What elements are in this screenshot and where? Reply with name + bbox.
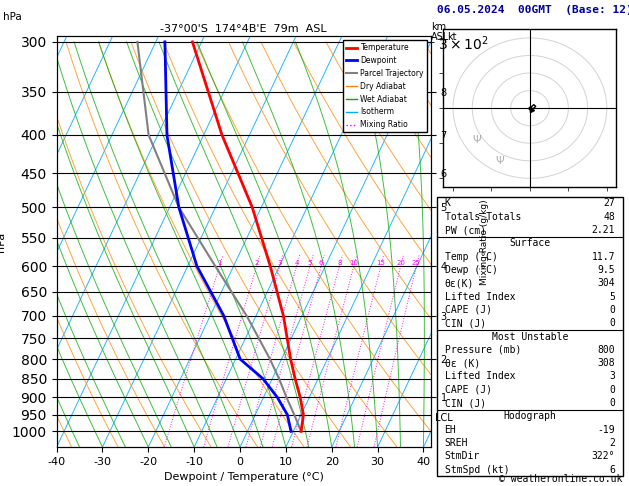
Text: © weatheronline.co.uk: © weatheronline.co.uk <box>499 473 623 484</box>
Text: 27: 27 <box>604 198 615 208</box>
Text: 304: 304 <box>598 278 615 288</box>
Text: Lifted Index: Lifted Index <box>445 371 515 382</box>
X-axis label: Dewpoint / Temperature (°C): Dewpoint / Temperature (°C) <box>164 472 324 483</box>
Text: θε (K): θε (K) <box>445 358 480 368</box>
Text: 322°: 322° <box>592 451 615 461</box>
Text: PW (cm): PW (cm) <box>445 225 486 235</box>
Text: 25: 25 <box>412 260 421 266</box>
Text: 6: 6 <box>610 465 615 475</box>
Text: Dewp (°C): Dewp (°C) <box>445 265 498 275</box>
Text: 2.21: 2.21 <box>592 225 615 235</box>
Text: 0: 0 <box>610 305 615 315</box>
Text: Ψ: Ψ <box>472 135 481 145</box>
Text: Hodograph: Hodograph <box>503 411 557 421</box>
Text: 0: 0 <box>610 398 615 408</box>
Text: Temp (°C): Temp (°C) <box>445 252 498 262</box>
Text: Surface: Surface <box>509 239 550 248</box>
Text: CAPE (J): CAPE (J) <box>445 305 492 315</box>
Text: -19: -19 <box>598 425 615 434</box>
Text: 0: 0 <box>610 385 615 395</box>
Text: Mixing Ratio (g/kg): Mixing Ratio (g/kg) <box>479 199 489 285</box>
Text: SREH: SREH <box>445 438 468 448</box>
Text: 06.05.2024  00GMT  (Base: 12): 06.05.2024 00GMT (Base: 12) <box>437 5 629 15</box>
Y-axis label: hPa: hPa <box>0 232 6 252</box>
Text: km
ASL: km ASL <box>431 22 449 42</box>
Title: -37°00'S  174°4B'E  79m  ASL: -37°00'S 174°4B'E 79m ASL <box>160 24 327 35</box>
Text: 10: 10 <box>349 260 359 266</box>
Text: kt: kt <box>447 32 457 42</box>
Text: 48: 48 <box>604 212 615 222</box>
Text: 11.7: 11.7 <box>592 252 615 262</box>
Text: K: K <box>445 198 450 208</box>
Text: 20: 20 <box>396 260 405 266</box>
Text: 8: 8 <box>337 260 342 266</box>
Text: Ψ: Ψ <box>496 156 504 166</box>
Text: 2: 2 <box>610 438 615 448</box>
Text: 5: 5 <box>308 260 312 266</box>
Text: LCL: LCL <box>435 413 453 423</box>
Text: CAPE (J): CAPE (J) <box>445 385 492 395</box>
Text: θε(K): θε(K) <box>445 278 474 288</box>
Text: StmDir: StmDir <box>445 451 480 461</box>
Text: 3: 3 <box>277 260 282 266</box>
Text: 4: 4 <box>294 260 299 266</box>
Text: 15: 15 <box>376 260 386 266</box>
Text: 3: 3 <box>610 371 615 382</box>
Text: 800: 800 <box>598 345 615 355</box>
Legend: Temperature, Dewpoint, Parcel Trajectory, Dry Adiabat, Wet Adiabat, Isotherm, Mi: Temperature, Dewpoint, Parcel Trajectory… <box>343 40 427 132</box>
Text: Most Unstable: Most Unstable <box>492 331 568 342</box>
Text: 308: 308 <box>598 358 615 368</box>
Text: 2: 2 <box>255 260 259 266</box>
Text: 5: 5 <box>610 292 615 302</box>
Text: 1: 1 <box>217 260 222 266</box>
Text: EH: EH <box>445 425 456 434</box>
Text: CIN (J): CIN (J) <box>445 318 486 328</box>
Text: Lifted Index: Lifted Index <box>445 292 515 302</box>
Text: StmSpd (kt): StmSpd (kt) <box>445 465 509 475</box>
Text: 0: 0 <box>610 318 615 328</box>
Text: 9.5: 9.5 <box>598 265 615 275</box>
Text: Pressure (mb): Pressure (mb) <box>445 345 521 355</box>
Text: CIN (J): CIN (J) <box>445 398 486 408</box>
Text: hPa: hPa <box>3 12 22 22</box>
Text: Totals Totals: Totals Totals <box>445 212 521 222</box>
Text: 6: 6 <box>319 260 323 266</box>
